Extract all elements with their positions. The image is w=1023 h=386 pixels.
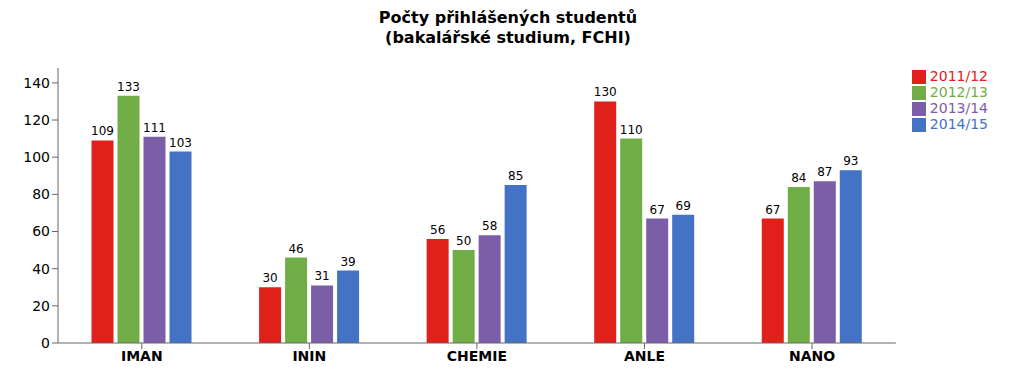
svg-text:0: 0 — [41, 335, 50, 351]
svg-text:84: 84 — [791, 171, 806, 185]
svg-text:140: 140 — [23, 75, 50, 91]
html-text:(bakalářské studium, FCHI): (bakalářské studium, FCHI) — [385, 28, 631, 47]
svg-text:80: 80 — [32, 186, 50, 202]
svg-text:ININ: ININ — [292, 348, 326, 364]
svg-text:IMAN: IMAN — [121, 348, 163, 364]
svg-text:120: 120 — [23, 112, 50, 128]
svg-text:39: 39 — [340, 255, 355, 269]
svg-text:69: 69 — [676, 199, 691, 213]
svg-text:46: 46 — [288, 242, 303, 256]
svg-text:60: 60 — [32, 223, 50, 239]
svg-text:ANLE: ANLE — [624, 348, 665, 364]
svg-text:CHEMIE: CHEMIE — [447, 348, 507, 364]
svg-text:58: 58 — [482, 219, 497, 233]
svg-text:130: 130 — [594, 85, 617, 99]
svg-text:30: 30 — [262, 271, 277, 285]
html-text:2013/14: 2013/14 — [929, 100, 988, 116]
html-text:2014/15: 2014/15 — [929, 116, 988, 132]
svg-text:67: 67 — [650, 203, 665, 217]
html-text:Počty přihlášených studentů: Počty přihlášených studentů — [378, 8, 638, 27]
svg-text:109: 109 — [91, 124, 114, 138]
svg-text:111: 111 — [143, 121, 166, 135]
html-text:2012/13: 2012/13 — [929, 84, 988, 100]
svg-text:100: 100 — [23, 149, 50, 165]
svg-text:93: 93 — [843, 154, 858, 168]
html-text:2011/12: 2011/12 — [929, 68, 988, 84]
svg-text:31: 31 — [314, 269, 329, 283]
svg-text:20: 20 — [32, 298, 50, 314]
svg-text:56: 56 — [430, 223, 445, 237]
svg-text:40: 40 — [32, 261, 50, 277]
svg-text:110: 110 — [620, 123, 643, 137]
svg-text:NANO: NANO — [789, 348, 835, 364]
svg-text:103: 103 — [169, 136, 192, 150]
svg-text:133: 133 — [117, 80, 140, 94]
svg-text:85: 85 — [508, 169, 523, 183]
svg-text:67: 67 — [765, 203, 780, 217]
svg-text:87: 87 — [817, 165, 832, 179]
svg-text:50: 50 — [456, 234, 471, 248]
